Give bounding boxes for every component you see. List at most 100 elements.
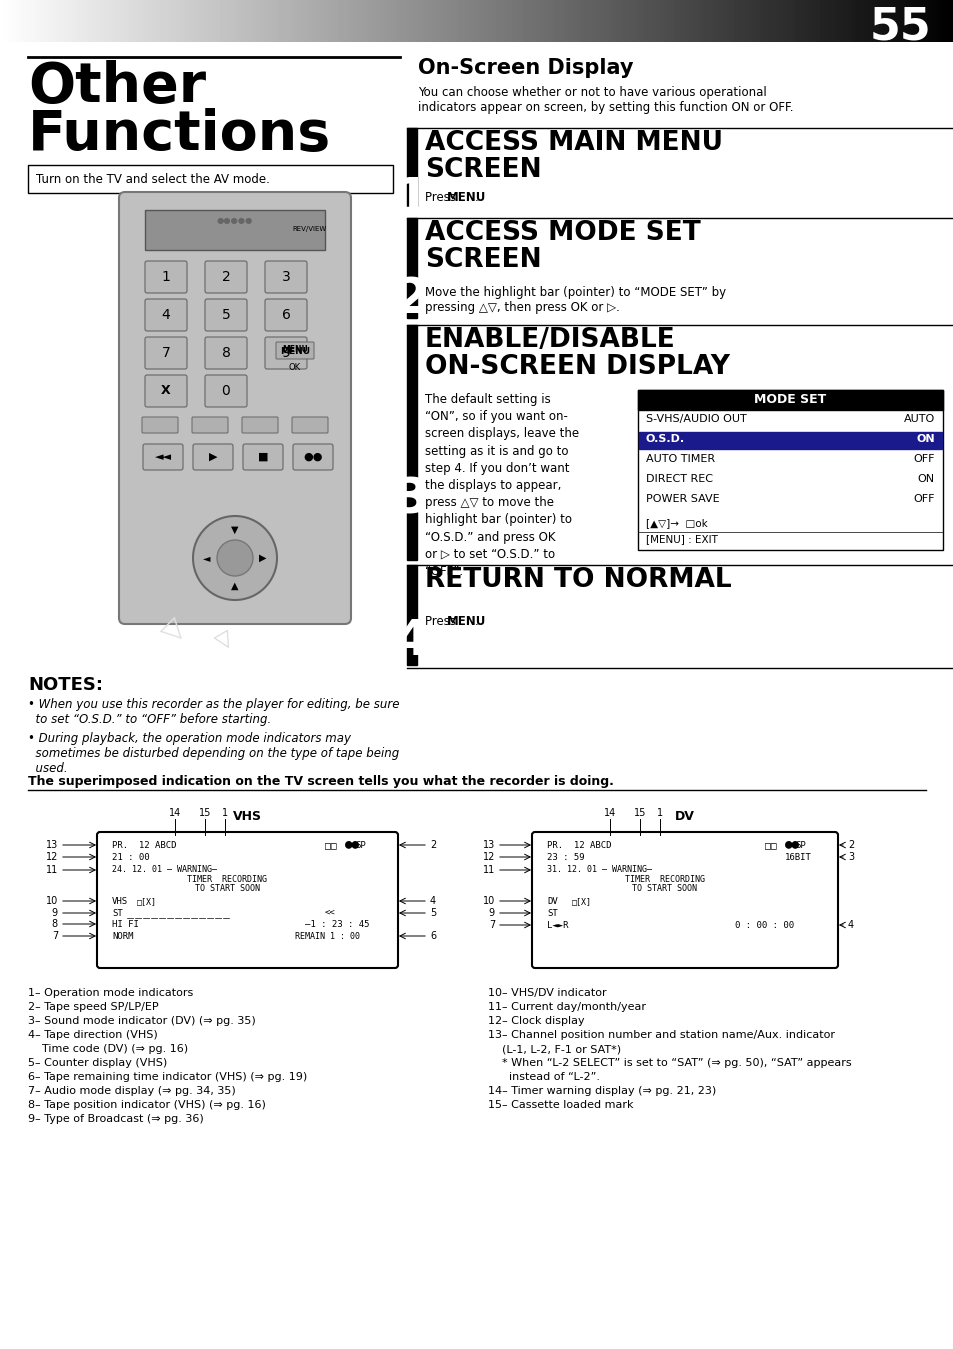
Bar	[638, 390, 942, 410]
Text: ◄: ◄	[203, 553, 211, 563]
Text: 4: 4	[395, 616, 429, 665]
FancyBboxPatch shape	[265, 299, 307, 331]
FancyBboxPatch shape	[243, 444, 283, 469]
Text: 3– Sound mode indicator (DV) (⇒ pg. 35): 3– Sound mode indicator (DV) (⇒ pg. 35)	[28, 1016, 255, 1027]
Text: 9: 9	[281, 345, 290, 360]
Text: 13: 13	[46, 840, 58, 850]
FancyBboxPatch shape	[145, 375, 187, 407]
Text: ST: ST	[112, 909, 123, 919]
Circle shape	[216, 540, 253, 576]
Text: TIMER  RECORDING: TIMER RECORDING	[624, 876, 704, 884]
FancyBboxPatch shape	[293, 444, 333, 469]
Text: DIRECT REC: DIRECT REC	[645, 473, 712, 484]
Text: 11– Current day/month/year: 11– Current day/month/year	[488, 1002, 645, 1012]
Text: ON: ON	[916, 434, 934, 444]
FancyBboxPatch shape	[292, 417, 328, 433]
Text: □[X]: □[X]	[137, 897, 157, 907]
Text: 1: 1	[657, 808, 662, 817]
FancyBboxPatch shape	[275, 343, 314, 359]
Text: ST: ST	[546, 909, 558, 919]
Text: 5– Counter display (VHS): 5– Counter display (VHS)	[28, 1058, 167, 1068]
Text: ●●: ●●	[345, 836, 359, 850]
Text: O.S.D.: O.S.D.	[645, 434, 684, 444]
Text: ●●●●●: ●●●●●	[216, 216, 253, 225]
Text: 11: 11	[46, 865, 58, 876]
Text: 4: 4	[161, 308, 171, 322]
Text: MODE SET: MODE SET	[754, 393, 825, 406]
Text: 6: 6	[430, 931, 436, 942]
FancyBboxPatch shape	[143, 444, 183, 469]
Text: 14– Timer warning display (⇒ pg. 21, 23): 14– Timer warning display (⇒ pg. 21, 23)	[488, 1086, 716, 1095]
Text: 1: 1	[222, 808, 228, 817]
FancyBboxPatch shape	[193, 444, 233, 469]
Text: 8– Tape position indicator (VHS) (⇒ pg. 16): 8– Tape position indicator (VHS) (⇒ pg. …	[28, 1099, 266, 1110]
Text: □[X]: □[X]	[572, 897, 592, 907]
Text: 4: 4	[430, 896, 436, 907]
FancyBboxPatch shape	[119, 192, 351, 625]
Text: POWER SAVE: POWER SAVE	[645, 494, 719, 505]
FancyBboxPatch shape	[205, 260, 247, 293]
Text: 1– Operation mode indicators: 1– Operation mode indicators	[28, 987, 193, 998]
Text: * When “L-2 SELECT” is set to “SAT” (⇒ pg. 50), “SAT” appears: * When “L-2 SELECT” is set to “SAT” (⇒ p…	[488, 1058, 851, 1068]
Text: OK: OK	[289, 363, 301, 372]
Text: 4– Tape direction (VHS): 4– Tape direction (VHS)	[28, 1031, 157, 1040]
Text: 6– Tape remaining time indicator (VHS) (⇒ pg. 19): 6– Tape remaining time indicator (VHS) (…	[28, 1072, 307, 1082]
Text: TO START SOON: TO START SOON	[194, 884, 260, 893]
Text: 14: 14	[169, 808, 181, 817]
Text: □□: □□	[325, 840, 336, 851]
Text: 15: 15	[198, 808, 211, 817]
FancyBboxPatch shape	[205, 299, 247, 331]
Text: 9– Type of Broadcast (⇒ pg. 36): 9– Type of Broadcast (⇒ pg. 36)	[28, 1114, 204, 1124]
Text: 7: 7	[488, 920, 495, 929]
Bar	[145, 210, 325, 250]
Text: 7: 7	[161, 345, 171, 360]
Text: 24. 12. 01 – WARNING–: 24. 12. 01 – WARNING–	[112, 865, 216, 874]
Text: ▷: ▷	[212, 629, 237, 653]
Text: 9: 9	[51, 908, 58, 919]
Text: instead of “L-2”.: instead of “L-2”.	[488, 1072, 599, 1082]
Bar	[28, 165, 393, 193]
Text: PR.  12 ABCD: PR. 12 ABCD	[112, 840, 176, 850]
Text: OFF: OFF	[913, 494, 934, 505]
Text: 12– Clock display: 12– Clock display	[488, 1016, 584, 1027]
Text: PR.  12 ABCD: PR. 12 ABCD	[546, 840, 611, 850]
Text: Move the highlight bar (pointer) to “MODE SET” by
pressing △▽, then press OK or : Move the highlight bar (pointer) to “MOD…	[424, 286, 725, 314]
Bar	[407, 565, 416, 665]
Text: 8: 8	[221, 345, 231, 360]
Text: 0 : 00 : 00: 0 : 00 : 00	[734, 921, 793, 929]
Text: 10– VHS/DV indicator: 10– VHS/DV indicator	[488, 987, 606, 998]
Text: AUTO: AUTO	[902, 414, 934, 424]
Text: 12: 12	[482, 853, 495, 862]
Text: • When you use this recorder as the player for editing, be sure
  to set “O.S.D.: • When you use this recorder as the play…	[28, 697, 399, 726]
Text: MENU: MENU	[279, 347, 310, 356]
Text: SP: SP	[794, 840, 805, 850]
Text: Time code (DV) (⇒ pg. 16): Time code (DV) (⇒ pg. 16)	[28, 1044, 188, 1054]
Text: ▼: ▼	[231, 525, 238, 536]
FancyBboxPatch shape	[192, 417, 228, 433]
FancyBboxPatch shape	[205, 337, 247, 370]
Text: 2: 2	[847, 840, 853, 850]
Text: Turn on the TV and select the AV mode.: Turn on the TV and select the AV mode.	[36, 173, 270, 186]
Text: 1: 1	[395, 175, 429, 223]
Text: 55: 55	[869, 5, 931, 49]
Text: NORM: NORM	[112, 932, 133, 942]
Text: REV/VIEW: REV/VIEW	[293, 227, 327, 232]
Bar	[639, 432, 941, 449]
Text: Press: Press	[424, 615, 459, 629]
Text: Other: Other	[28, 59, 206, 115]
Circle shape	[193, 517, 276, 600]
Text: The superimposed indication on the TV screen tells you what the recorder is doin: The superimposed indication on the TV sc…	[28, 774, 613, 788]
FancyBboxPatch shape	[265, 260, 307, 293]
Text: 7– Audio mode display (⇒ pg. 34, 35): 7– Audio mode display (⇒ pg. 34, 35)	[28, 1086, 235, 1095]
Text: Functions: Functions	[28, 108, 331, 162]
Text: ◄◄: ◄◄	[154, 452, 172, 461]
Text: 4: 4	[847, 920, 853, 929]
Text: RETURN TO NORMAL: RETURN TO NORMAL	[424, 567, 731, 594]
Text: OFF: OFF	[913, 455, 934, 464]
Text: 11: 11	[482, 865, 495, 876]
Text: 0: 0	[221, 384, 230, 398]
Text: 9: 9	[488, 908, 495, 919]
FancyBboxPatch shape	[145, 337, 187, 370]
Text: 14: 14	[603, 808, 616, 817]
Text: X: X	[161, 384, 171, 398]
